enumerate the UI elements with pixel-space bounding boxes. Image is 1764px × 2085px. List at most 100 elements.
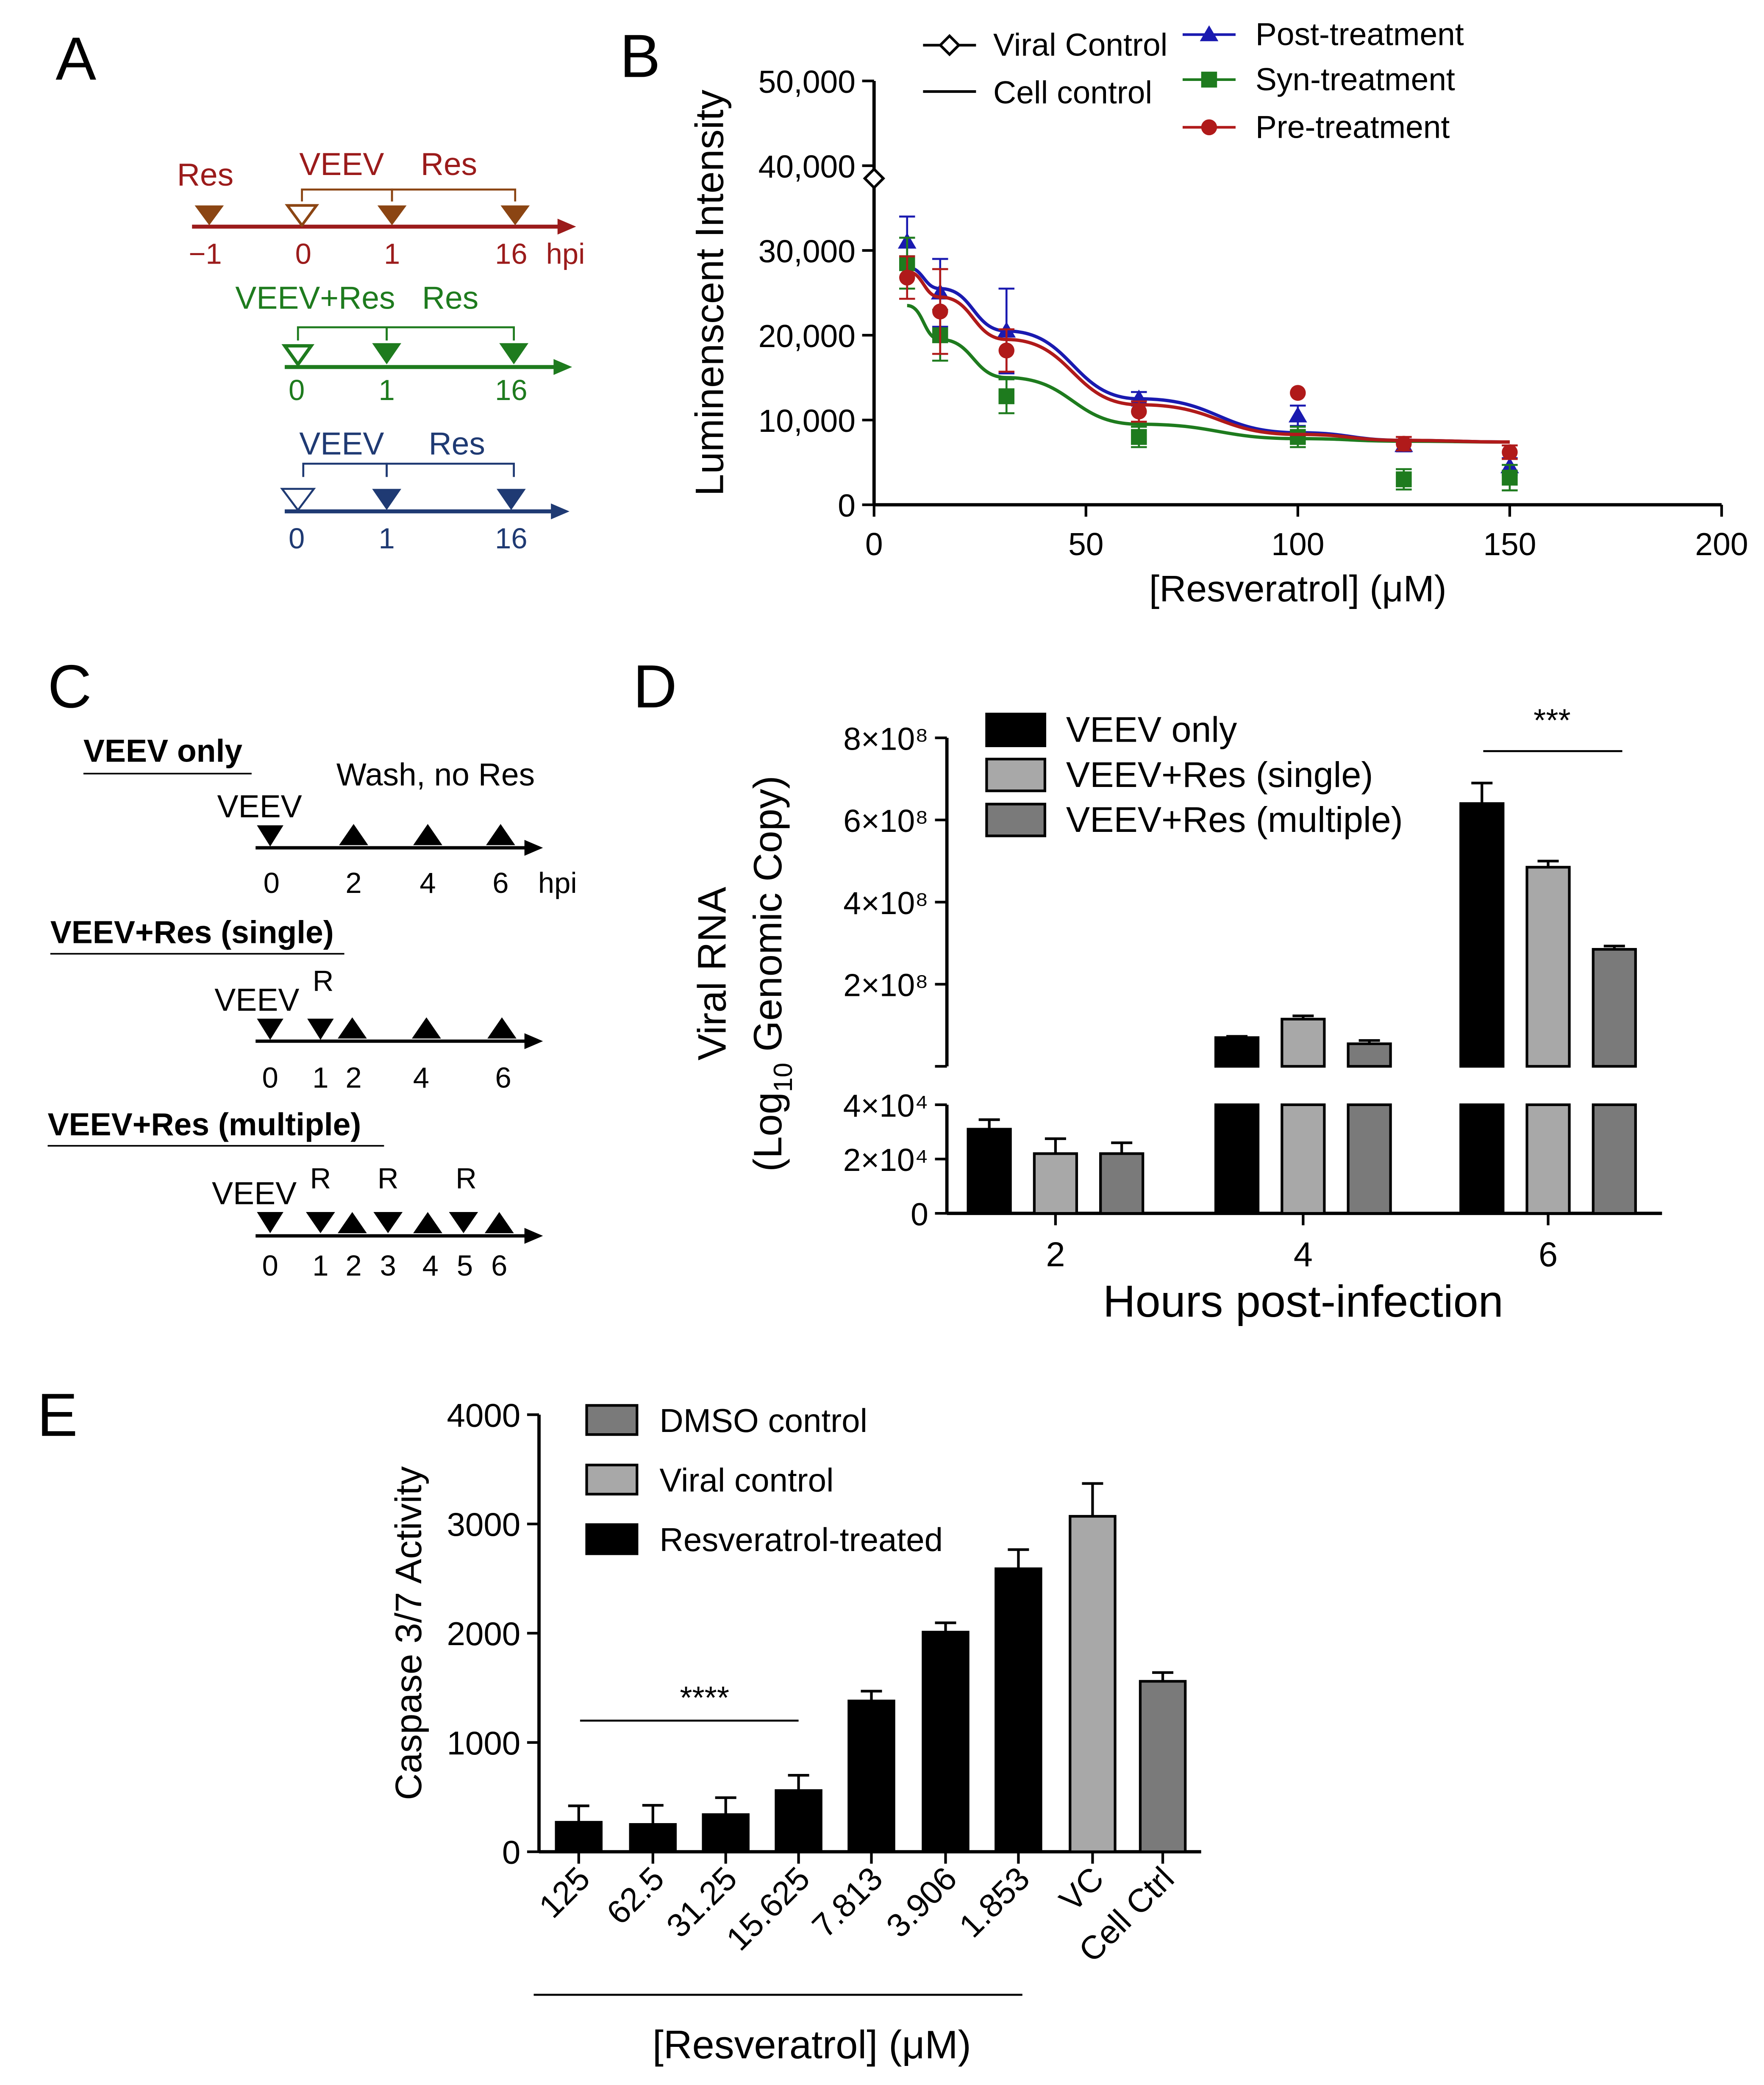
sample-up-triangle bbox=[484, 1212, 514, 1234]
label-r: R bbox=[310, 1162, 331, 1195]
bar bbox=[995, 1567, 1042, 1853]
res-triangle bbox=[372, 343, 401, 364]
res-down-triangle bbox=[307, 1018, 334, 1040]
sample-up-triangle bbox=[413, 1212, 442, 1234]
chart-e-xlabel: [Resveratrol] (μM) bbox=[653, 2022, 971, 2067]
y-tick-label: 50,000 bbox=[758, 64, 856, 100]
label-veev: VEEV bbox=[217, 789, 302, 824]
data-point-pre bbox=[932, 303, 948, 320]
data-point-syn bbox=[1290, 429, 1306, 445]
x-tick-label: 7.813 bbox=[805, 1860, 889, 1944]
bar-upper bbox=[1525, 866, 1571, 1068]
panel-c-label: C bbox=[48, 653, 92, 720]
legend-single-swatch bbox=[985, 758, 1047, 792]
legend-cell-control: Cell control bbox=[993, 75, 1152, 110]
timeline-a-row3: VEEV Res 0 1 16 bbox=[280, 425, 569, 555]
chart-d-ylabel-line2: (Log10 Genomic Copy) bbox=[745, 776, 798, 1171]
res-triangle bbox=[497, 489, 526, 510]
res-down-triangle bbox=[306, 1212, 335, 1234]
y-tick-label: 0 bbox=[911, 1196, 928, 1232]
chart-d-ylabel-line1: Viral RNA bbox=[690, 887, 734, 1060]
legend-dmso-swatch bbox=[585, 1404, 639, 1436]
y-tick-label: 30,000 bbox=[758, 234, 856, 269]
bar bbox=[555, 1821, 603, 1853]
data-point-pre bbox=[1290, 385, 1306, 401]
sample-up-triangle bbox=[411, 1017, 441, 1039]
tick-label: 0 bbox=[295, 237, 311, 270]
legend-syn-treatment: Syn-treatment bbox=[1256, 61, 1455, 97]
tick-label: 1 bbox=[312, 1249, 328, 1282]
tick-label: 1 bbox=[384, 237, 400, 270]
bar bbox=[1033, 1152, 1078, 1215]
y-tick-label: 6×10⁸ bbox=[843, 803, 928, 839]
sample-up-triangle bbox=[337, 1017, 367, 1039]
label-r: R bbox=[378, 1162, 399, 1195]
veev-down-triangle bbox=[257, 1018, 283, 1040]
bar-lower bbox=[1347, 1103, 1392, 1215]
bar bbox=[922, 1631, 970, 1853]
bar bbox=[1139, 1680, 1187, 1853]
data-point-syn bbox=[1502, 470, 1518, 486]
timeline-c-row1: VEEV only Wash, no Res VEEV 0 2 4 6 hpi bbox=[83, 733, 577, 899]
label-res: Res bbox=[429, 425, 485, 461]
tick-label: 16 bbox=[495, 374, 527, 406]
row-title: VEEV only bbox=[83, 733, 242, 768]
legend-viral-control: Viral control bbox=[659, 1462, 833, 1499]
label-res: Res bbox=[421, 146, 477, 182]
data-point-post bbox=[1288, 406, 1307, 423]
label-veev: VEEV bbox=[212, 1175, 297, 1211]
panel-d-label: D bbox=[633, 653, 677, 720]
res-triangle bbox=[194, 205, 224, 225]
tick-label: 4 bbox=[413, 1061, 429, 1094]
legend-veev-res-multiple: VEEV+Res (multiple) bbox=[1066, 800, 1403, 840]
legend-veev-only: VEEV only bbox=[1066, 710, 1237, 750]
label-veev: VEEV bbox=[299, 425, 384, 461]
legend-viral-swatch bbox=[585, 1463, 639, 1496]
tick-label: 2 bbox=[345, 867, 361, 899]
tick-label: 6 bbox=[495, 1061, 511, 1094]
legend-veev-only-swatch bbox=[985, 712, 1047, 748]
viral-control-marker bbox=[863, 167, 886, 190]
bar-lower bbox=[1592, 1103, 1637, 1215]
x-tick-label: 200 bbox=[1695, 526, 1748, 562]
bar-lower bbox=[1281, 1103, 1326, 1215]
legend-syn-marker bbox=[1201, 72, 1217, 88]
bar bbox=[629, 1823, 677, 1853]
res-down-triangle bbox=[449, 1212, 478, 1234]
tick-label: 6 bbox=[492, 867, 508, 899]
panel-c: C VEEV only Wash, no Res VEEV 0 2 4 6 hp… bbox=[48, 653, 577, 1282]
bar bbox=[967, 1128, 1012, 1215]
chart-b: 0 50 100 150 200 0 10,000 20,000 30,000 40,000 50,… bbox=[758, 64, 1748, 562]
x-tick-label: 6 bbox=[1539, 1235, 1558, 1274]
x-tick-label: VC bbox=[1052, 1860, 1111, 1918]
chart-d-legend: VEEV only VEEV+Res (single) VEEV+Res (mu… bbox=[985, 710, 1403, 840]
panel-e-label: E bbox=[37, 1381, 78, 1449]
row-title: VEEV+Res (multiple) bbox=[48, 1106, 361, 1142]
bar bbox=[847, 1699, 895, 1853]
x-tick-label: 62.5 bbox=[599, 1860, 671, 1932]
timeline-a-row1: Res VEEV Res −1 0 1 16 hpi bbox=[177, 146, 585, 270]
label-veev: VEEV bbox=[299, 146, 384, 182]
x-tick-label: 1.853 bbox=[952, 1860, 1036, 1944]
tick-label: 1 bbox=[378, 522, 394, 555]
chart-b-ylabel: Luminenscent Intensity bbox=[687, 89, 731, 496]
tick-label: 16 bbox=[495, 237, 527, 270]
panel-b-label: B bbox=[620, 22, 661, 90]
bar-upper bbox=[1214, 1036, 1260, 1068]
veev-res-triangle bbox=[281, 344, 315, 367]
bar bbox=[1069, 1515, 1117, 1853]
y-tick-label: 2×10⁴ bbox=[843, 1142, 928, 1178]
label-veev-res: VEEV+Res bbox=[235, 280, 395, 316]
tick-label: 2 bbox=[345, 1249, 361, 1282]
label-res: Res bbox=[177, 157, 233, 192]
tick-label: 0 bbox=[289, 374, 305, 406]
bar-upper bbox=[1592, 948, 1637, 1068]
legend-post-treatment: Post-treatment bbox=[1256, 17, 1464, 52]
res-triangle bbox=[500, 205, 530, 225]
y-tick-label: 2×10⁸ bbox=[843, 967, 928, 1003]
chart-e-ylabel: Caspase 3/7 Activity bbox=[388, 1466, 429, 1800]
veev-down-triangle bbox=[257, 825, 283, 847]
veev-triangle bbox=[280, 488, 316, 512]
